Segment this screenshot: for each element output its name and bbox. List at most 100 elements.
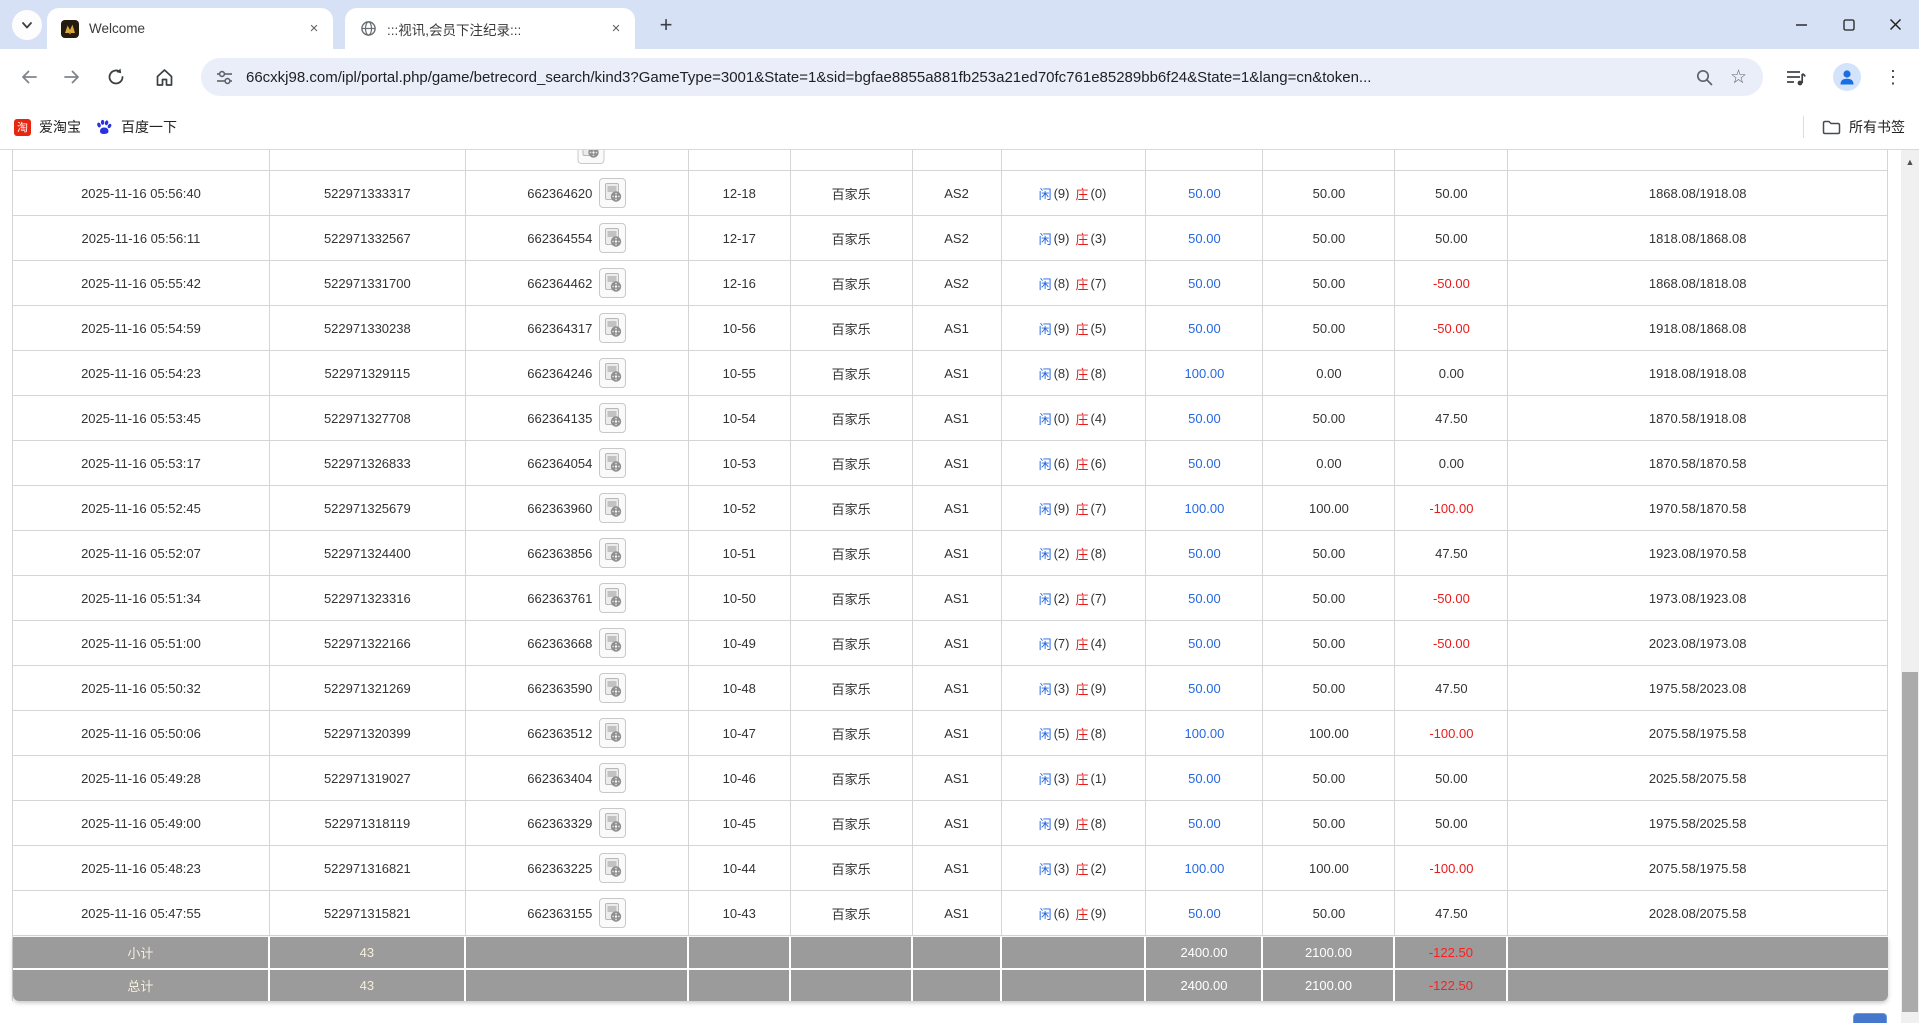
summary-cell — [1001, 937, 1147, 968]
video-replay-button[interactable] — [599, 223, 627, 253]
seat-cell: AS1 — [913, 621, 1002, 665]
bet-time-cell: 2025-11-16 05:51:00 — [13, 621, 270, 665]
banker-points: (7) — [1090, 275, 1107, 291]
valid-amount-cell: 100.00 — [1263, 711, 1396, 755]
video-replay-button[interactable] — [599, 853, 627, 883]
balance-cell: 1923.08/1970.58 — [1508, 531, 1888, 575]
table-cell — [1395, 150, 1509, 170]
bill-number-cell: 522971331700 — [270, 261, 466, 305]
tab-welcome[interactable]: Welcome × — [47, 8, 333, 49]
back-button[interactable] — [9, 57, 49, 97]
tab-bet-record[interactable]: :::视讯,会员下注纪录::: × — [345, 8, 635, 49]
close-icon[interactable]: × — [309, 20, 319, 37]
video-film-icon — [604, 363, 622, 382]
video-replay-button[interactable] — [599, 358, 627, 388]
vertical-scrollbar[interactable]: ▲ — [1901, 150, 1919, 1023]
tab-search-button[interactable] — [12, 10, 42, 40]
video-replay-button[interactable] — [599, 448, 627, 478]
video-replay-button[interactable] — [599, 313, 627, 343]
table-number-cell: 10-44 — [689, 846, 791, 890]
summary-cell: 2400.00 — [1146, 970, 1264, 1001]
bet-amount-cell: 50.00 — [1146, 306, 1264, 350]
game-type-cell: 百家乐 — [791, 801, 913, 845]
minimize-button[interactable] — [1778, 0, 1825, 49]
reload-button[interactable] — [96, 57, 136, 97]
address-bar[interactable]: 66cxkj98.com/ipl/portal.php/game/betreco… — [201, 58, 1763, 96]
home-button[interactable] — [144, 57, 184, 97]
video-replay-button[interactable] — [599, 538, 627, 568]
balance-cell: 1973.08/1923.08 — [1508, 576, 1888, 620]
tab-title: Welcome — [89, 21, 146, 36]
maximize-button[interactable] — [1825, 0, 1872, 49]
banker-label: 庄 — [1075, 366, 1089, 382]
round-number: 662363761 — [527, 590, 593, 606]
seat-cell: AS2 — [913, 171, 1002, 215]
video-replay-button[interactable] — [599, 493, 627, 523]
summary-cell: 2400.00 — [1146, 937, 1264, 968]
bet-time-cell: 2025-11-16 05:49:00 — [13, 801, 270, 845]
scrollbar-thumb[interactable] — [1902, 672, 1918, 1012]
video-replay-button[interactable] — [599, 268, 627, 298]
round-cell: 662364554 — [466, 216, 689, 260]
video-film-icon — [604, 588, 622, 607]
video-replay-button[interactable] — [599, 763, 627, 793]
game-type-cell: 百家乐 — [791, 171, 913, 215]
table-cell — [1508, 150, 1888, 170]
video-film-icon — [582, 150, 599, 158]
bet-time-cell: 2025-11-16 05:48:23 — [13, 846, 270, 890]
summary-cell — [1508, 937, 1888, 968]
video-replay-button[interactable] — [599, 403, 627, 433]
valid-amount-cell: 100.00 — [1263, 846, 1396, 890]
seat-cell: AS1 — [913, 396, 1002, 440]
new-tab-button[interactable]: + — [659, 12, 673, 37]
bookmark-taobao[interactable]: 淘 爱淘宝 — [14, 117, 81, 137]
scroll-up-arrow[interactable]: ▲ — [1905, 157, 1915, 167]
banker-points: (9) — [1090, 680, 1107, 696]
url-text[interactable]: 66cxkj98.com/ipl/portal.php/game/betreco… — [246, 68, 1372, 86]
video-replay-button[interactable] — [599, 178, 627, 208]
bet-amount-cell: 50.00 — [1146, 756, 1264, 800]
game-type-cell: 百家乐 — [791, 216, 913, 260]
game-type-cell: 百家乐 — [791, 711, 913, 755]
magnifier-icon — [1696, 69, 1713, 85]
media-controls-button[interactable] — [1776, 57, 1816, 97]
bet-time-cell: 2025-11-16 05:51:34 — [13, 576, 270, 620]
clipped-bottom-button[interactable] — [1853, 1013, 1887, 1023]
bet-amount-cell: 100.00 — [1146, 846, 1264, 890]
forward-button[interactable] — [52, 57, 92, 97]
video-replay-button[interactable] — [599, 898, 627, 928]
bookmark-star-icon[interactable]: ☆ — [1729, 66, 1747, 88]
round-number: 662363329 — [527, 815, 593, 831]
close-window-button[interactable] — [1872, 0, 1919, 49]
summary-cell — [912, 970, 1002, 1001]
zoom-indicator-button[interactable] — [1695, 68, 1714, 87]
win-loss-cell: 0.00 — [1395, 351, 1509, 395]
table-number-cell: 12-18 — [689, 171, 791, 215]
table-number-cell: 10-48 — [689, 666, 791, 710]
bet-content-cell: 闲 (9) 庄 (3) — [1002, 216, 1147, 260]
video-replay-button[interactable] — [599, 673, 627, 703]
seat-cell: AS1 — [913, 576, 1002, 620]
balance-cell: 1870.58/1918.08 — [1508, 396, 1888, 440]
bill-number-cell: 522971318119 — [270, 801, 466, 845]
video-replay-button[interactable] — [577, 150, 605, 164]
browser-menu-button[interactable]: ⋮ — [1884, 66, 1902, 87]
tab-title: :::视讯,会员下注纪录::: — [387, 22, 522, 38]
close-icon[interactable]: × — [611, 20, 621, 37]
all-bookmarks[interactable]: 所有书签 — [1803, 105, 1905, 149]
video-replay-button[interactable] — [599, 718, 627, 748]
table-body: 2025-11-16 05:56:40 522971333317 662364620… — [13, 171, 1888, 936]
table-number-cell: 10-43 — [689, 891, 791, 935]
table-number-cell: 10-56 — [689, 306, 791, 350]
profile-avatar[interactable] — [1833, 63, 1861, 91]
video-replay-button[interactable] — [599, 583, 627, 613]
valid-amount-cell: 50.00 — [1263, 171, 1396, 215]
bookmark-baidu[interactable]: 百度一下 — [95, 117, 177, 137]
round-number: 662363590 — [527, 680, 593, 696]
bill-number-cell: 522971332567 — [270, 216, 466, 260]
video-replay-button[interactable] — [599, 808, 627, 838]
video-film-icon — [604, 183, 622, 202]
bet-amount-cell: 50.00 — [1146, 621, 1264, 665]
table-number-cell: 10-45 — [689, 801, 791, 845]
video-replay-button[interactable] — [599, 628, 627, 658]
